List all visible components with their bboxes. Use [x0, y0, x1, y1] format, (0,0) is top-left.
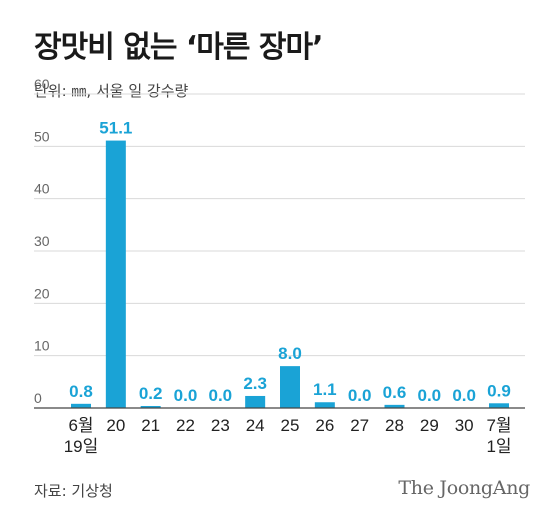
- unit-label: 단위: ㎜, 서울 일 강수량: [34, 82, 189, 100]
- data-labels: 0.8 51.1 0.2 0.0 0.0 2.3 8.0 1.1 0.0 0.6 0.0 0.0 0.9: [69, 119, 511, 405]
- bar: [489, 403, 509, 408]
- y-tick-label: 0: [34, 390, 42, 406]
- bar: [140, 406, 161, 408]
- y-tick-label: 30: [34, 233, 50, 249]
- x-tick-label: 23: [211, 416, 230, 435]
- y-tick-label: 20: [34, 285, 50, 301]
- data-label: 0.6: [383, 383, 407, 402]
- source-label: 자료: 기상청: [34, 482, 113, 500]
- data-label: 0.9: [487, 381, 511, 400]
- x-tick-label: 24: [246, 416, 265, 435]
- x-tick-label: 1일: [486, 437, 511, 456]
- bar: [71, 403, 91, 408]
- y-axis-ticks: 0 10 20 30 40 50 60: [34, 76, 50, 406]
- x-tick-label: 6월: [68, 416, 93, 435]
- x-tick-label: 29: [420, 416, 439, 435]
- data-label: 0.0: [348, 386, 372, 405]
- bar: [280, 366, 300, 408]
- y-tick-label: 40: [34, 181, 50, 197]
- data-label: 2.3: [243, 374, 267, 393]
- data-label: 0.0: [174, 386, 198, 405]
- data-label: 0.8: [69, 382, 93, 401]
- bar: [384, 404, 405, 408]
- data-label: 8.0: [278, 344, 302, 363]
- x-axis-ticks: 6월 19일 20 21 22 23 24 25 26 27 28 29 30 7월 1일: [64, 416, 512, 456]
- data-label: 0.0: [418, 386, 442, 405]
- x-tick-label: 25: [281, 416, 300, 435]
- data-label: 1.1: [313, 380, 337, 399]
- bar: [314, 402, 335, 408]
- x-tick-label: 30: [455, 416, 474, 435]
- data-label: 0.2: [139, 384, 163, 403]
- data-label: 51.1: [99, 119, 132, 138]
- x-tick-label: 19일: [64, 437, 99, 456]
- bar: [245, 395, 266, 408]
- publisher-logo: The JoongAng: [398, 477, 530, 499]
- x-tick-label: 28: [385, 416, 404, 435]
- x-tick-label: 22: [176, 416, 195, 435]
- bar: [105, 140, 126, 408]
- x-tick-label: 7월: [486, 416, 511, 435]
- data-label: 0.0: [452, 386, 476, 405]
- y-tick-label: 50: [34, 128, 50, 144]
- data-label: 0.0: [209, 386, 233, 405]
- x-tick-label: 27: [350, 416, 369, 435]
- x-tick-label: 20: [106, 416, 125, 435]
- chart-title: 장맛비 없는 ‘마른 장마’: [34, 30, 324, 65]
- bars: [71, 140, 509, 408]
- y-tick-label: 60: [34, 76, 50, 92]
- y-tick-label: 10: [34, 338, 50, 354]
- x-tick-label: 26: [315, 416, 334, 435]
- x-tick-label: 21: [141, 416, 160, 435]
